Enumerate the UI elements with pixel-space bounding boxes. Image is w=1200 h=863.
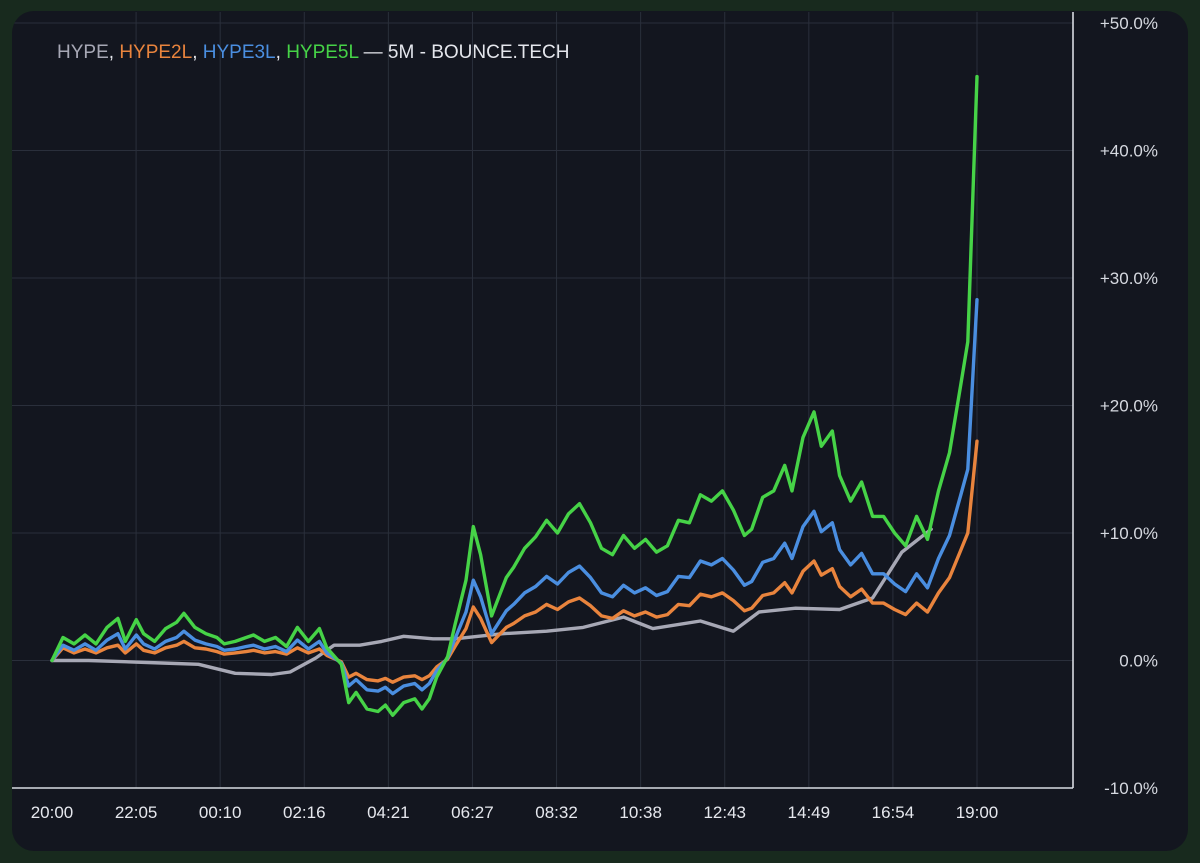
legend-text: HYPE, HYPE2L, HYPE3L, HYPE5L — 5M - BOUN… <box>57 42 570 63</box>
x-tick-label: 04:21 <box>367 803 410 822</box>
series-line-hype <box>50 527 933 677</box>
y-tick-label: +30.0% <box>1100 269 1158 288</box>
legend-suffix: 5M - BOUNCE.TECH <box>388 42 570 63</box>
legend-separator: , <box>192 42 203 63</box>
y-tick-label: 0.0% <box>1119 652 1158 671</box>
legend-item-hype5l: HYPE5L <box>286 42 358 63</box>
legend-separator: — <box>358 42 388 63</box>
x-tick-label: 19:00 <box>956 803 999 822</box>
legend-item-hype2l: HYPE2L <box>119 42 192 63</box>
x-tick-label: 06:27 <box>451 803 494 822</box>
chart-canvas: +50.0% +40.0% +30.0% +20.0% +10.0% 0.0% -10.0%… <box>12 12 1158 822</box>
chart-panel: +50.0% +40.0% +30.0% +20.0% +10.0% 0.0% -10.0%… <box>12 11 1188 851</box>
legend-separator: , <box>109 42 120 63</box>
x-tick-label: 10:38 <box>619 803 662 822</box>
y-tick-label: +10.0% <box>1100 524 1158 543</box>
series-layer <box>50 74 979 717</box>
axis-layer: +50.0% +40.0% +30.0% +20.0% +10.0% 0.0% -10.0%… <box>12 12 1158 822</box>
x-tick-label: 22:05 <box>115 803 158 822</box>
x-tick-label: 14:49 <box>788 803 831 822</box>
series-line-hype3l <box>50 298 979 696</box>
series-line-hype2l <box>50 439 979 684</box>
legend-separator: , <box>276 42 287 63</box>
legend-item-hype3l: HYPE3L <box>203 42 276 63</box>
x-tick-label: 08:32 <box>535 803 578 822</box>
y-tick-label: -10.0% <box>1104 779 1158 798</box>
x-tick-label: 00:10 <box>199 803 242 822</box>
x-tick-label: 12:43 <box>703 803 746 822</box>
y-tick-label: +50.0% <box>1100 14 1158 33</box>
y-tick-label: +40.0% <box>1100 142 1158 161</box>
series-line-hype5l <box>50 74 979 717</box>
x-tick-label: 16:54 <box>872 803 915 822</box>
y-tick-label: +20.0% <box>1100 397 1158 416</box>
x-tick-label: 20:00 <box>31 803 74 822</box>
legend: HYPE, HYPE2L, HYPE3L, HYPE5L — 5M - BOUN… <box>57 42 570 63</box>
grid-layer <box>12 12 1073 788</box>
x-tick-label: 02:16 <box>283 803 326 822</box>
legend-item-hype: HYPE <box>57 42 109 63</box>
